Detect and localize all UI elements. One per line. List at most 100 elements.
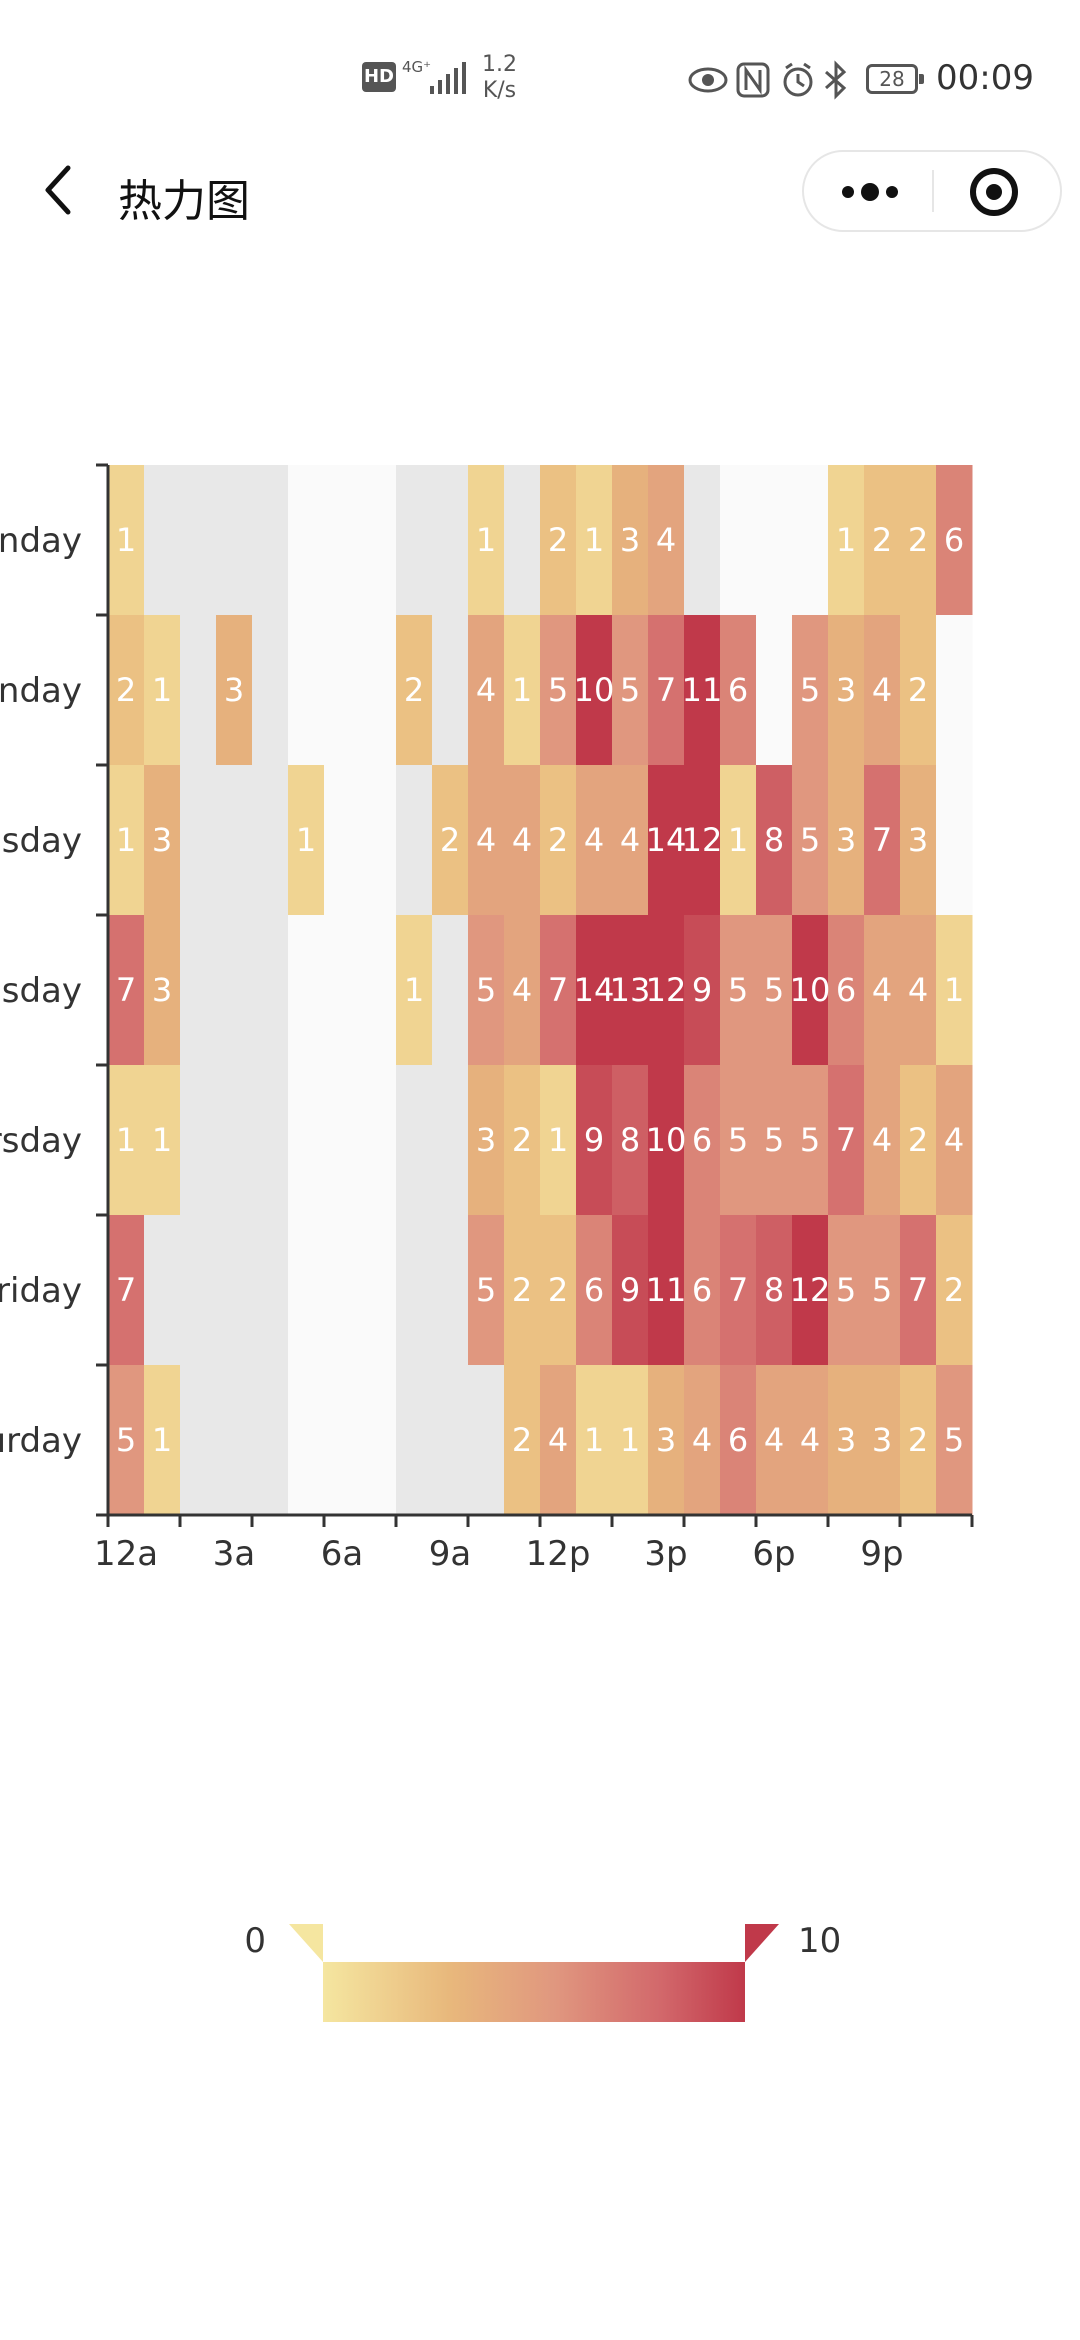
cell-value-label: 2 bbox=[944, 1271, 964, 1309]
x-tick-label: 3p bbox=[644, 1534, 687, 1574]
x-tick-label: 3a bbox=[213, 1534, 255, 1574]
cell-value-label: 4 bbox=[548, 1421, 568, 1459]
heatmap-cell bbox=[576, 615, 613, 766]
heatmap-cell bbox=[576, 465, 613, 616]
page-title: 热力图 bbox=[118, 176, 250, 227]
cell-value-label: 4 bbox=[800, 1421, 820, 1459]
heatmap-cell bbox=[576, 1365, 613, 1516]
cell-value-label: 11 bbox=[646, 1271, 687, 1309]
cell-value-label: 7 bbox=[116, 1271, 136, 1309]
cell-value-label: 5 bbox=[620, 671, 640, 709]
heatmap-cell bbox=[828, 1365, 865, 1516]
heatmap-cell bbox=[936, 765, 973, 916]
cell-value-label: 6 bbox=[728, 1421, 748, 1459]
cell-value-label: 3 bbox=[872, 1421, 892, 1459]
heatmap-cell bbox=[288, 1365, 325, 1516]
x-tick-label: 6p bbox=[752, 1534, 795, 1574]
heatmap-cell bbox=[756, 915, 793, 1066]
heatmap-cell bbox=[684, 915, 721, 1066]
legend-max-handle[interactable] bbox=[745, 1924, 779, 1962]
bluetooth-icon bbox=[825, 60, 847, 100]
heatmap-cell bbox=[468, 1215, 505, 1366]
cell-value-label: 1 bbox=[152, 1421, 172, 1459]
visual-map-legend[interactable]: 0 10 bbox=[0, 1900, 1080, 2050]
y-tick-label: esday bbox=[0, 821, 82, 861]
heatmap-cell bbox=[936, 465, 973, 616]
heatmap-cell bbox=[144, 765, 181, 916]
heatmap-cell bbox=[648, 1065, 685, 1216]
heatmap-cell bbox=[648, 1365, 685, 1516]
heatmap-cell bbox=[180, 915, 217, 1066]
heatmap-cell bbox=[396, 1215, 433, 1366]
x-tick-label: 9p bbox=[860, 1534, 903, 1574]
heatmap-cell bbox=[612, 1365, 649, 1516]
heatmap-cell bbox=[324, 615, 361, 766]
cell-value-label: 1 bbox=[620, 1421, 640, 1459]
cell-value-label: 5 bbox=[548, 671, 568, 709]
heatmap-cell bbox=[720, 1215, 757, 1366]
cell-value-label: 4 bbox=[872, 671, 892, 709]
heatmap-cell bbox=[612, 1065, 649, 1216]
heatmap-cell bbox=[432, 615, 469, 766]
legend-min-label: 0 bbox=[244, 1921, 266, 1961]
legend-min-handle[interactable] bbox=[289, 1924, 323, 1962]
cell-value-label: 4 bbox=[512, 821, 532, 859]
cell-value-label: 3 bbox=[836, 671, 856, 709]
cell-value-label: 6 bbox=[692, 1271, 712, 1309]
cell-value-label: 1 bbox=[476, 521, 496, 559]
cell-value-label: 4 bbox=[512, 971, 532, 1009]
heatmap-cell bbox=[396, 1065, 433, 1216]
heatmap-cell bbox=[900, 615, 937, 766]
heatmap-cell bbox=[936, 915, 973, 1066]
y-tick-label: esday bbox=[0, 971, 82, 1011]
heatmap-cell bbox=[828, 915, 865, 1066]
heatmap-cell bbox=[828, 465, 865, 616]
heatmap-cell bbox=[504, 1065, 541, 1216]
heatmap-cell bbox=[504, 1365, 541, 1516]
heatmap-cell bbox=[432, 1365, 469, 1516]
heatmap-cell bbox=[900, 465, 937, 616]
more-button[interactable] bbox=[804, 152, 934, 230]
clock: 00:09 bbox=[936, 58, 1034, 98]
cell-value-label: 13 bbox=[610, 971, 651, 1009]
heatmap-cell bbox=[720, 1065, 757, 1216]
heatmap-cell bbox=[540, 915, 577, 1066]
x-axis: 12a 3a 6a 9a 12p 3p 6p 9p bbox=[94, 1513, 974, 1574]
cell-value-label: 12 bbox=[682, 821, 723, 859]
cell-value-label: 2 bbox=[404, 671, 424, 709]
cell-value-label: 7 bbox=[656, 671, 676, 709]
cell-value-label: 1 bbox=[116, 521, 136, 559]
heatmap-cell bbox=[900, 1215, 937, 1366]
y-tick-label: nday bbox=[0, 521, 82, 561]
cell-value-label: 9 bbox=[584, 1121, 604, 1159]
cell-value-label: 5 bbox=[872, 1271, 892, 1309]
heatmap-cell bbox=[684, 615, 721, 766]
heatmap-cell bbox=[144, 465, 181, 616]
heatmap-cell bbox=[720, 1365, 757, 1516]
heatmap-cell bbox=[432, 915, 469, 1066]
battery-icon: 28 bbox=[866, 64, 924, 94]
cell-value-label: 1 bbox=[152, 671, 172, 709]
more-dots-icon bbox=[842, 183, 898, 201]
heatmap-cell bbox=[180, 1215, 217, 1366]
heatmap-cell bbox=[720, 465, 757, 616]
heatmap-cell bbox=[432, 1215, 469, 1366]
cell-value-label: 11 bbox=[682, 671, 723, 709]
heatmap-cell bbox=[252, 465, 289, 616]
heatmap-cell bbox=[324, 915, 361, 1066]
cell-value-label: 6 bbox=[692, 1121, 712, 1159]
cell-value-label: 7 bbox=[872, 821, 892, 859]
heatmap-cell bbox=[180, 1065, 217, 1216]
close-button[interactable] bbox=[934, 152, 1060, 230]
heatmap-cell bbox=[864, 465, 901, 616]
back-button[interactable] bbox=[38, 160, 78, 220]
heatmap-cell-labels: 1 1 2 1 3 4 1 2 2 62 1 3 2 4 1 5 10 5 7 11 6 5 3 4 21 3 1 2 4 4 2 4 4 141… bbox=[116, 521, 964, 1459]
heatmap-cell bbox=[792, 915, 829, 1066]
cell-value-label: 8 bbox=[764, 821, 784, 859]
cell-value-label: 3 bbox=[836, 1421, 856, 1459]
heatmap-cell bbox=[360, 915, 397, 1066]
heatmap-cell bbox=[540, 465, 577, 616]
cell-value-label: 12 bbox=[790, 1271, 831, 1309]
cell-value-label: 4 bbox=[764, 1421, 784, 1459]
heatmap-cell bbox=[468, 1065, 505, 1216]
